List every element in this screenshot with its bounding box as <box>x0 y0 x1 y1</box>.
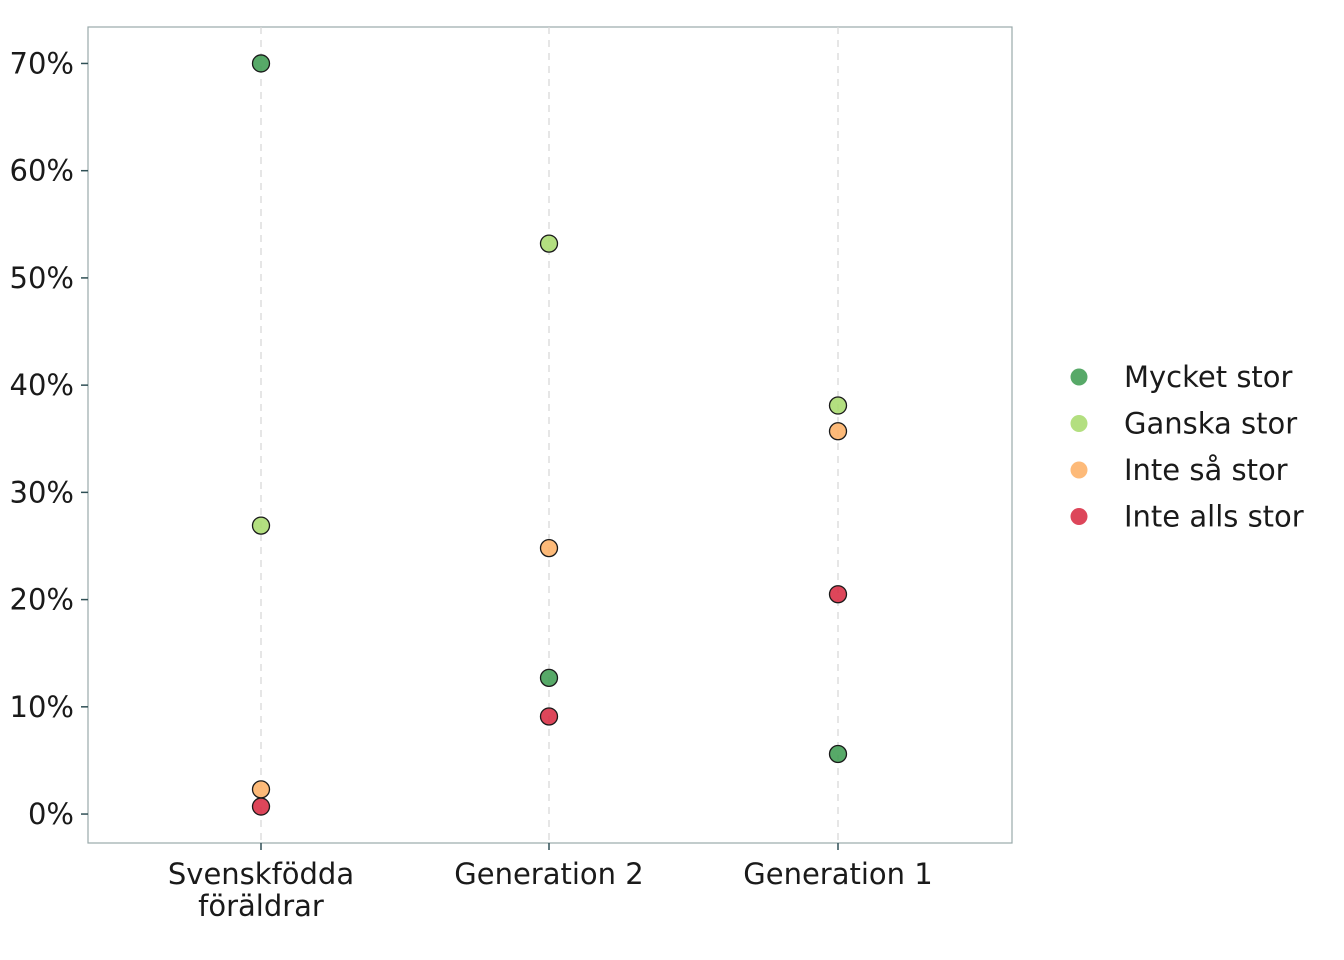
y-tick-label: 10% <box>10 690 74 724</box>
legend-key <box>1070 461 1088 479</box>
legend: Mycket stor Ganska stor Inte så stor Inte a… <box>1070 360 1304 534</box>
legend-label: Ganska stor <box>1124 407 1297 441</box>
plot-panel <box>87 26 1013 844</box>
point-mycket-stor-2 <box>828 744 848 764</box>
legend-key <box>1070 415 1088 432</box>
data-points <box>251 54 848 816</box>
point-mycket-stor-1 <box>539 668 559 688</box>
x-tick-label: föräldrar <box>198 889 324 923</box>
legend-label: Inte så stor <box>1124 453 1288 487</box>
point-inte-s-stor-2 <box>828 422 848 441</box>
point-mycket-stor-0 <box>251 54 271 73</box>
y-tick-label: 50% <box>10 261 74 295</box>
x-tick-label: Generation 2 <box>454 857 643 891</box>
point-inte-s-stor-0 <box>251 780 271 799</box>
legend-label: Mycket stor <box>1124 360 1293 394</box>
y-tick-label: 60% <box>10 154 74 188</box>
x-tick-label: Generation 1 <box>743 857 932 891</box>
x-tick-label: Svenskfödda <box>168 857 354 891</box>
legend-label: Inte alls stor <box>1124 500 1304 534</box>
y-axis: 0% 10% 20% 30% 40% 50% 60% 70% <box>10 46 88 831</box>
point-ganska-stor-2 <box>828 396 848 415</box>
point-ganska-stor-1 <box>539 234 559 253</box>
point-inte-alls-stor-0 <box>251 797 271 816</box>
point-inte-s-stor-1 <box>539 538 559 558</box>
y-tick-label: 20% <box>10 583 74 617</box>
point-inte-alls-stor-2 <box>828 585 848 604</box>
point-ganska-stor-0 <box>251 516 271 535</box>
legend-key <box>1070 368 1088 386</box>
y-tick-label: 70% <box>10 46 74 80</box>
legend-key <box>1070 508 1088 525</box>
y-tick-label: 0% <box>28 797 74 831</box>
point-inte-alls-stor-1 <box>539 707 559 726</box>
y-tick-label: 40% <box>10 368 74 402</box>
y-tick-label: 30% <box>10 475 74 509</box>
